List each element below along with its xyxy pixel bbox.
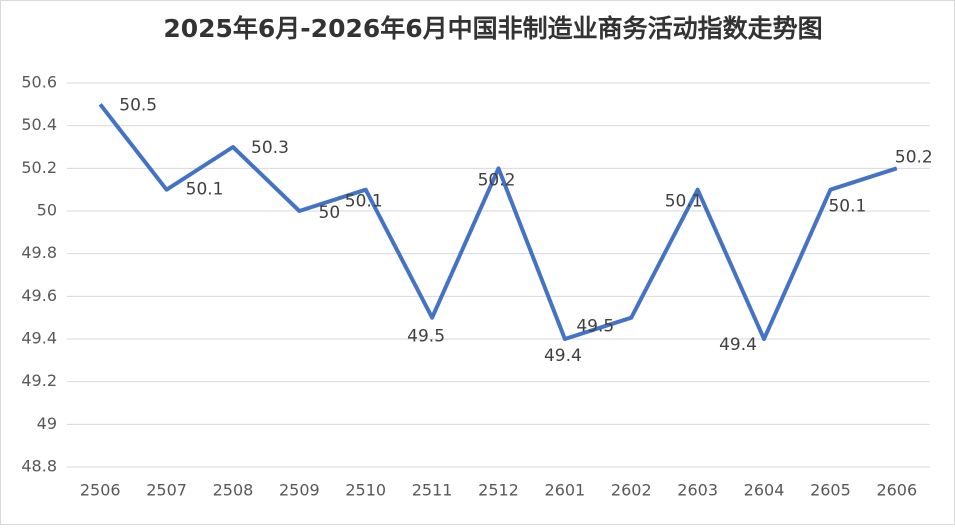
x-tick-label: 2604 [744,481,785,500]
data-label: 50.1 [665,192,703,212]
x-tick-label: 2509 [279,481,320,500]
y-tick-label: 50.2 [21,158,57,177]
x-tick-label: 2506 [80,481,121,500]
data-label: 50.1 [828,197,866,217]
x-tick-label: 2507 [146,481,187,500]
x-tick-label: 2603 [677,481,718,500]
data-label: 50.5 [119,95,157,115]
data-label: 50.3 [251,138,289,158]
x-tick-label: 2508 [213,481,254,500]
x-tick-label: 2602 [611,481,652,500]
data-label: 49.5 [407,327,445,347]
y-tick-label: 49.6 [21,286,57,305]
data-label: 50.2 [478,170,516,190]
x-tick-label: 2512 [478,481,519,500]
x-tick-label: 2601 [545,481,586,500]
y-tick-label: 50.4 [21,115,57,134]
y-tick-label: 50 [37,201,57,220]
y-tick-label: 49.8 [21,243,57,262]
y-tick-label: 49.4 [21,329,57,348]
x-tick-label: 2511 [412,481,453,500]
y-tick-label: 48.8 [21,457,57,476]
data-label: 49.4 [719,335,757,355]
y-tick-label: 49.2 [21,371,57,390]
x-tick-label: 2605 [810,481,851,500]
data-line [98,103,898,341]
y-tick-label: 49 [37,414,57,433]
data-label: 49.4 [544,346,582,366]
data-label: 50.2 [895,147,933,167]
chart-title: 2025年6月-2026年6月中国非制造业商务活动指数走势图 [163,14,822,43]
data-label: 50.1 [186,180,224,200]
x-tick-label: 2606 [876,481,917,500]
data-label: 49.5 [576,317,614,337]
data-label: 50.1 [345,192,383,212]
x-tick-label: 2510 [345,481,386,500]
data-label: 50 [319,203,341,223]
y-tick-label: 50.6 [21,73,57,92]
